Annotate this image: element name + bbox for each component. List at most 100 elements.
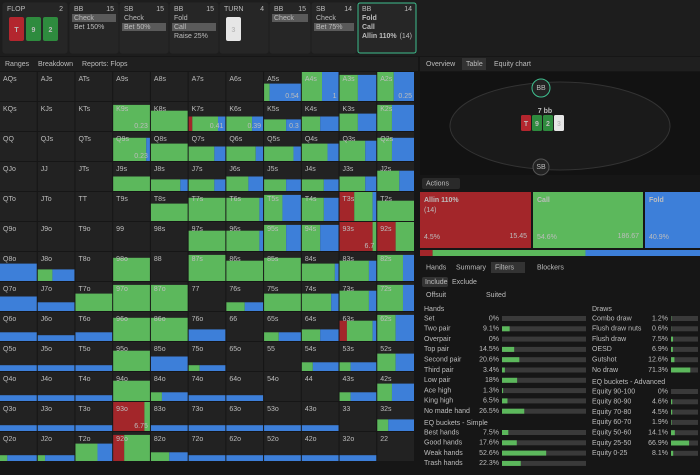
filter-label[interactable]: Third pair	[424, 367, 454, 374]
right-tab[interactable]: Table	[466, 61, 483, 68]
action-option[interactable]: Fold	[362, 15, 377, 22]
right-tab[interactable]: Equity chart	[494, 61, 531, 68]
filter-label[interactable]: No made hand	[424, 408, 470, 415]
hand-cell[interactable]	[226, 72, 264, 101]
action-option[interactable]: Allin 110%	[362, 33, 397, 40]
bottom-tab[interactable]: Hands	[426, 264, 447, 271]
hand-cell[interactable]	[75, 72, 113, 101]
actions-button-label[interactable]: Actions	[426, 180, 449, 187]
action-option[interactable]: Check	[316, 15, 336, 22]
action-option[interactable]: Raise 25%	[174, 33, 208, 40]
action-option[interactable]: Bet 75%	[316, 24, 342, 31]
action-box[interactable]	[645, 192, 700, 248]
hand-cell[interactable]	[75, 132, 113, 161]
hand-label: J3s	[343, 166, 354, 173]
hand-cell[interactable]	[264, 342, 301, 371]
bottom-tab[interactable]: Filters	[495, 264, 515, 271]
filter-label[interactable]: Best hands	[424, 429, 460, 436]
hand-cell[interactable]	[113, 192, 150, 221]
action-option[interactable]: Fold	[174, 15, 188, 22]
include-tab[interactable]: Include	[425, 279, 448, 286]
filter-label[interactable]: Equity 80-90	[592, 399, 631, 406]
hand-cell[interactable]	[377, 432, 414, 461]
action-box[interactable]	[533, 192, 643, 248]
filter-label[interactable]: Weak hands	[424, 450, 463, 457]
hand-cell[interactable]	[75, 252, 113, 281]
bottom-tab[interactable]: Summary	[456, 264, 486, 271]
hand-cell[interactable]	[150, 72, 188, 101]
hand-cell[interactable]	[188, 72, 226, 101]
filter-label[interactable]: Equity 60-70	[592, 419, 631, 426]
filter-label[interactable]: Equity 50-60	[592, 430, 631, 437]
include-toggle[interactable]	[422, 277, 448, 287]
filter-label[interactable]: Gutshot	[592, 357, 617, 364]
hand-cell[interactable]	[188, 282, 226, 311]
left-tab[interactable]: Reports: Flops	[82, 61, 128, 68]
action-option[interactable]: Call	[174, 24, 187, 31]
filter-label[interactable]: Equity 90-100	[592, 388, 635, 395]
hand-cell[interactable]	[37, 162, 75, 191]
action-option[interactable]: Bet 50%	[124, 24, 150, 31]
hand-cell[interactable]	[339, 402, 377, 431]
hand-cell[interactable]	[0, 192, 37, 221]
filter-label[interactable]: Combo draw	[592, 315, 633, 322]
strategy-segment	[301, 362, 313, 371]
left-tab[interactable]: Ranges	[5, 61, 30, 68]
right-tab[interactable]: Overview	[426, 61, 456, 68]
filter-label[interactable]: Flush draw	[592, 336, 627, 343]
hand-cell[interactable]	[75, 162, 113, 191]
include-tab[interactable]: Exclude	[452, 279, 477, 286]
filter-label[interactable]: Second pair	[424, 357, 462, 364]
hand-cell[interactable]	[226, 312, 264, 341]
filter-label[interactable]: Ace high	[424, 387, 451, 394]
filter-label[interactable]: King high	[424, 398, 453, 405]
hand-cell[interactable]	[0, 222, 37, 251]
filter-label[interactable]: No draw	[592, 367, 619, 374]
actions-button[interactable]	[422, 178, 460, 189]
hand-label: Q5o	[3, 346, 16, 353]
bottom-tab[interactable]: Blockers	[537, 264, 564, 271]
hand-cell[interactable]	[264, 372, 301, 401]
filter-label[interactable]: Equity 0-25	[592, 450, 628, 457]
hand-cell[interactable]	[37, 72, 75, 101]
hand-cell[interactable]	[150, 222, 188, 251]
history-card[interactable]	[357, 2, 417, 54]
hand-cell[interactable]	[0, 102, 37, 131]
hand-cell[interactable]	[37, 102, 75, 131]
action-option[interactable]: Call	[362, 24, 375, 31]
filter-label[interactable]: Good hands	[424, 440, 463, 447]
hand-cell[interactable]	[75, 192, 113, 221]
hand-cell[interactable]	[37, 132, 75, 161]
filter-label[interactable]: Equity 70-80	[592, 409, 631, 416]
hand-cell[interactable]	[150, 252, 188, 281]
action-option[interactable]: Bet 150%	[74, 24, 104, 31]
hand-label: QQ	[3, 136, 14, 143]
filter-label[interactable]: Top pair	[424, 346, 450, 353]
hand-cell[interactable]	[37, 222, 75, 251]
hand-cell[interactable]	[75, 222, 113, 251]
hand-cell[interactable]	[37, 192, 75, 221]
action-box[interactable]	[420, 192, 531, 248]
action-option[interactable]: Check	[74, 15, 94, 22]
filter-label[interactable]: OESD	[592, 346, 612, 353]
filter-label[interactable]: Trash hands	[424, 460, 463, 467]
hand-cell[interactable]	[226, 342, 264, 371]
left-tab[interactable]: Breakdown	[38, 61, 73, 68]
action-option[interactable]: Check	[124, 15, 144, 22]
action-option[interactable]: Check	[274, 15, 294, 22]
filter-label[interactable]: Overpair	[424, 336, 452, 343]
filter-percent: 66.9%	[648, 440, 668, 447]
hand-cell[interactable]	[0, 162, 37, 191]
filter-label[interactable]: Two pair	[424, 326, 451, 333]
filter-label[interactable]: Set	[424, 315, 435, 322]
filter-label[interactable]: Equity 25-50	[592, 440, 631, 447]
hand-cell[interactable]	[113, 72, 150, 101]
hand-cell[interactable]	[301, 372, 339, 401]
hand-cell[interactable]	[75, 102, 113, 131]
filter-label[interactable]: Low pair	[424, 377, 451, 384]
strategy-segment	[37, 335, 75, 341]
hand-cell[interactable]	[0, 72, 37, 101]
hand-cell[interactable]	[0, 132, 37, 161]
hand-cell[interactable]	[113, 222, 150, 251]
filter-label[interactable]: Flush draw nuts	[592, 326, 642, 333]
